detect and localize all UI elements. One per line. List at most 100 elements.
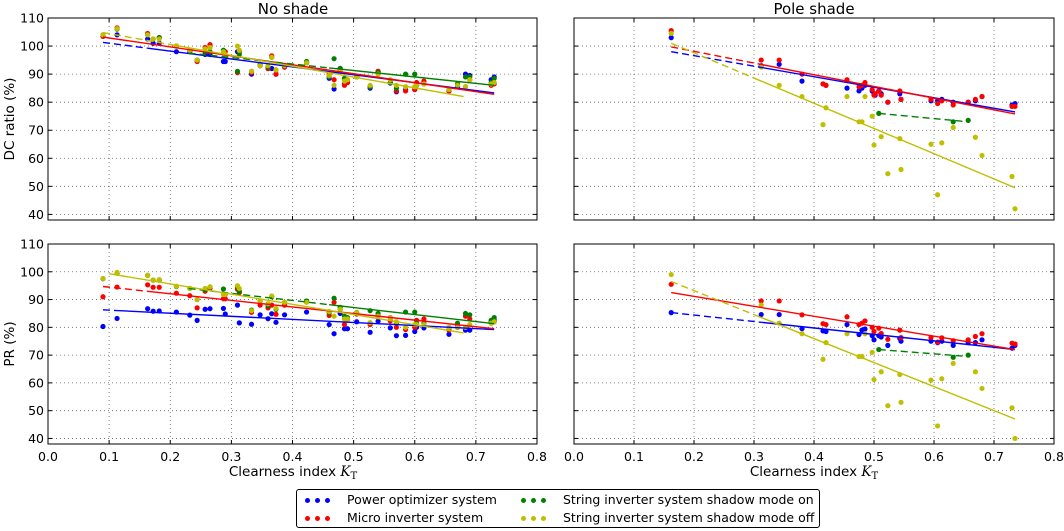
data-point — [950, 102, 956, 108]
data-point — [820, 122, 826, 128]
tick-label-y: 40 — [28, 431, 44, 446]
fit-line-dashed-string_shadow_on — [878, 348, 969, 358]
data-point — [823, 82, 829, 88]
panel-1 — [573, 17, 1055, 221]
data-point — [446, 331, 452, 337]
data-point — [972, 96, 979, 102]
fit-line-power_optimizer — [761, 321, 1016, 351]
data-point — [100, 275, 106, 282]
tick-label-y: 110 — [20, 237, 44, 252]
tick-label-x: 0.0 — [564, 449, 584, 464]
data-point — [950, 342, 956, 348]
tick-label-y: 40 — [28, 207, 44, 222]
data-point — [844, 314, 850, 320]
legend-label: String inverter system shadow mode off — [563, 510, 815, 525]
series-string_shadow_on — [100, 26, 497, 93]
tick-label-x: 0.0 — [38, 449, 58, 464]
data-point — [331, 77, 337, 83]
data-point — [972, 134, 979, 140]
data-point — [467, 312, 473, 318]
fit-line-dashed-power_optimizer — [102, 41, 148, 49]
data-point — [776, 57, 782, 63]
data-point — [928, 141, 934, 147]
data-point — [202, 306, 208, 312]
legend-item-shadow-off: String inverter system shadow mode off — [519, 510, 814, 526]
fit-line-dashed-string_shadow_off — [102, 31, 177, 47]
data-point — [939, 376, 945, 382]
data-point — [454, 82, 461, 88]
data-point — [668, 35, 674, 41]
tick-label-x: 0.1 — [624, 449, 644, 464]
data-point — [950, 124, 956, 131]
legend-item-shadow-on: String inverter system shadow mode on — [519, 492, 814, 508]
data-point — [331, 86, 337, 92]
data-point — [950, 119, 956, 125]
data-point — [402, 324, 409, 330]
tick-label-y: 100 — [20, 264, 44, 279]
title-pole-shade: Pole shade — [773, 0, 854, 18]
legend-label: Micro inverter system — [347, 510, 484, 525]
data-point — [145, 306, 151, 312]
tick-label-x: 0.4 — [283, 449, 303, 464]
data-point — [248, 308, 255, 314]
fit-line-dashed-power_optimizer — [671, 50, 762, 69]
data-point — [194, 296, 200, 303]
tick-label-y: 50 — [28, 403, 44, 418]
series-string_shadow_off — [668, 30, 1018, 212]
data-point — [100, 294, 106, 300]
data-point — [1012, 206, 1018, 212]
data-point — [799, 78, 805, 84]
tick-label-x: 0.7 — [466, 449, 486, 464]
data-point — [393, 333, 400, 339]
tick-label-x: 0.8 — [527, 449, 547, 464]
data-point — [898, 166, 904, 173]
data-point — [885, 336, 891, 342]
data-point — [114, 269, 120, 275]
data-point — [194, 317, 200, 323]
fit-line-string_shadow_off — [176, 44, 464, 98]
data-point — [862, 318, 868, 324]
data-point — [100, 323, 106, 330]
tick-label-y: 60 — [28, 375, 44, 390]
data-point — [413, 82, 420, 88]
data-point — [844, 85, 850, 91]
tick-label-y: 70 — [28, 123, 44, 138]
data-point — [972, 333, 979, 340]
panel-3: 0.0 0.1 0.2 0.3 0.4 0.5 0.6 0.7 0.8 — [564, 243, 1064, 464]
fit-line-micro_inverter — [761, 63, 1016, 115]
data-point — [248, 321, 255, 327]
data-point — [303, 60, 310, 66]
xlabel-text: Clearness index — [229, 464, 336, 480]
data-point — [935, 423, 941, 429]
title-no-shade: No shade — [258, 0, 328, 18]
data-point — [269, 311, 275, 317]
data-point — [928, 377, 934, 383]
data-point — [950, 354, 956, 360]
data-point — [869, 86, 875, 93]
tick-label-x: 0.3 — [221, 449, 241, 464]
data-point — [965, 352, 971, 358]
data-point — [885, 342, 891, 348]
xlabel-subscript: T — [871, 471, 878, 482]
legend-item-power-optimizer: Power optimizer system — [303, 492, 497, 508]
tick-label-y: 80 — [28, 320, 44, 335]
series-power_optimizer — [668, 35, 1018, 108]
xlabel-symbol: K — [339, 464, 351, 480]
data-point — [820, 356, 826, 362]
data-point — [823, 321, 829, 328]
data-point — [236, 285, 242, 292]
panel-0: 40 50 60 70 80 90 100 110 — [20, 11, 538, 222]
data-point — [145, 282, 151, 288]
data-point — [758, 298, 764, 304]
data-point — [668, 271, 674, 278]
data-point — [885, 99, 891, 105]
data-point — [823, 328, 829, 335]
tick-label-x: 0.2 — [160, 449, 180, 464]
tick-label-x: 0.7 — [984, 449, 1004, 464]
data-point — [187, 312, 193, 318]
data-point — [935, 100, 941, 107]
fit-line-dashed-string_shadow_off — [670, 280, 755, 316]
data-point — [234, 302, 241, 308]
data-point — [234, 68, 241, 74]
axes-frame — [47, 17, 538, 221]
